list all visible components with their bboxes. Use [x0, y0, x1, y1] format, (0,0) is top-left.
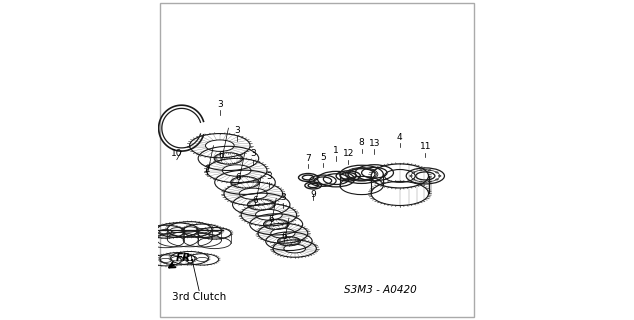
Text: 6: 6	[219, 151, 224, 160]
Text: 8: 8	[359, 138, 365, 147]
Text: 6: 6	[252, 196, 258, 204]
Text: 9: 9	[310, 190, 316, 199]
Text: 10: 10	[171, 149, 183, 158]
Text: 3rd Clutch: 3rd Clutch	[172, 292, 226, 301]
Ellipse shape	[420, 181, 422, 182]
Ellipse shape	[420, 170, 422, 171]
Ellipse shape	[413, 179, 415, 180]
Text: FR.: FR.	[176, 252, 195, 263]
Text: S3M3 - A0420: S3M3 - A0420	[344, 285, 417, 295]
Text: 6: 6	[281, 232, 287, 241]
Text: 3: 3	[266, 172, 272, 181]
Text: 3: 3	[280, 193, 286, 202]
Ellipse shape	[436, 172, 438, 173]
Ellipse shape	[438, 175, 441, 176]
Ellipse shape	[429, 181, 431, 182]
Ellipse shape	[413, 172, 415, 173]
Text: 3: 3	[234, 125, 240, 134]
Text: 6: 6	[268, 215, 274, 224]
Ellipse shape	[436, 179, 438, 180]
Text: 12: 12	[342, 149, 354, 158]
Ellipse shape	[410, 175, 412, 176]
Text: 5: 5	[320, 153, 326, 162]
Text: 2: 2	[204, 165, 210, 174]
Text: 6: 6	[235, 173, 241, 182]
Text: 11: 11	[420, 142, 431, 151]
Text: 1: 1	[333, 146, 339, 155]
Ellipse shape	[429, 170, 431, 171]
Text: 4: 4	[397, 133, 403, 142]
Text: 3: 3	[250, 149, 256, 158]
Text: 3: 3	[217, 100, 223, 109]
Text: 13: 13	[368, 139, 380, 148]
Text: 7: 7	[305, 154, 311, 163]
